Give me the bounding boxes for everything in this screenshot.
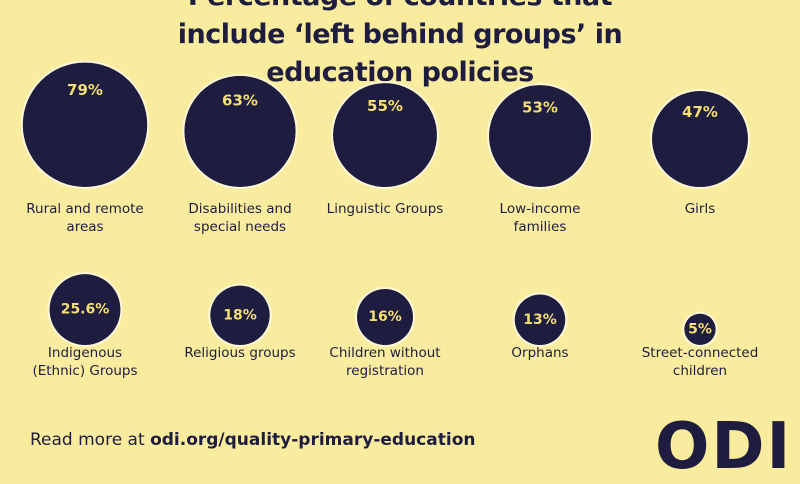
category-label: Low-income families xyxy=(499,201,581,235)
chart: 79% 63% 55% 53% 47% 25.6% 18% 16% 13% 5% xyxy=(20,60,750,348)
value-label: 47% xyxy=(682,103,718,121)
category-label: Linguistic Groups xyxy=(326,201,444,217)
category-label: Street-connected children xyxy=(641,345,759,379)
bubble xyxy=(210,285,270,345)
category-label: Children without registration xyxy=(329,345,441,379)
value-label: 13% xyxy=(523,312,557,328)
chart-title: Percentage of countries that include ‘le… xyxy=(177,0,623,88)
bubble xyxy=(489,85,591,187)
footer-prefix: Read more at xyxy=(30,430,145,450)
category-label: Religious groups xyxy=(184,345,296,361)
category-label: Girls xyxy=(684,201,716,217)
bubble xyxy=(684,313,716,346)
bubble xyxy=(184,75,296,187)
bubble xyxy=(514,294,566,345)
value-label: 79% xyxy=(67,81,103,99)
value-label: 63% xyxy=(222,91,258,109)
bubble xyxy=(357,289,413,345)
bubble xyxy=(49,274,121,345)
value-label: 16% xyxy=(368,309,402,325)
value-label: 53% xyxy=(522,99,558,117)
bubble xyxy=(333,83,437,187)
footer-link[interactable]: odi.org/quality-primary-education xyxy=(150,430,476,450)
value-label: 25.6% xyxy=(61,302,110,318)
category-label: Rural and remote areas xyxy=(26,201,144,235)
category-label: Indigenous (Ethnic) Groups xyxy=(32,345,138,379)
category-label: Orphans xyxy=(511,345,569,361)
bubble xyxy=(22,62,148,187)
bubble xyxy=(652,91,748,187)
value-label: 5% xyxy=(688,321,712,337)
value-label: 18% xyxy=(223,307,257,323)
value-label: 55% xyxy=(367,97,403,115)
footer: Read more at odi.org/quality-primary-edu… xyxy=(30,430,475,450)
category-label: Disabilities and special needs xyxy=(188,201,292,235)
logo: ODI xyxy=(655,410,793,484)
page: Percentage of countries that include ‘le… xyxy=(20,0,791,484)
